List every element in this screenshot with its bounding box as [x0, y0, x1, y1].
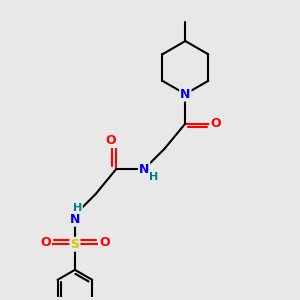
Text: N: N: [180, 88, 190, 100]
Text: O: O: [40, 236, 51, 249]
Text: O: O: [106, 134, 116, 147]
Text: O: O: [210, 117, 221, 130]
Text: N: N: [70, 213, 80, 226]
Text: O: O: [99, 236, 110, 249]
Text: N: N: [139, 163, 149, 176]
Text: S: S: [70, 238, 80, 251]
Text: H: H: [73, 203, 82, 213]
Text: H: H: [149, 172, 158, 182]
